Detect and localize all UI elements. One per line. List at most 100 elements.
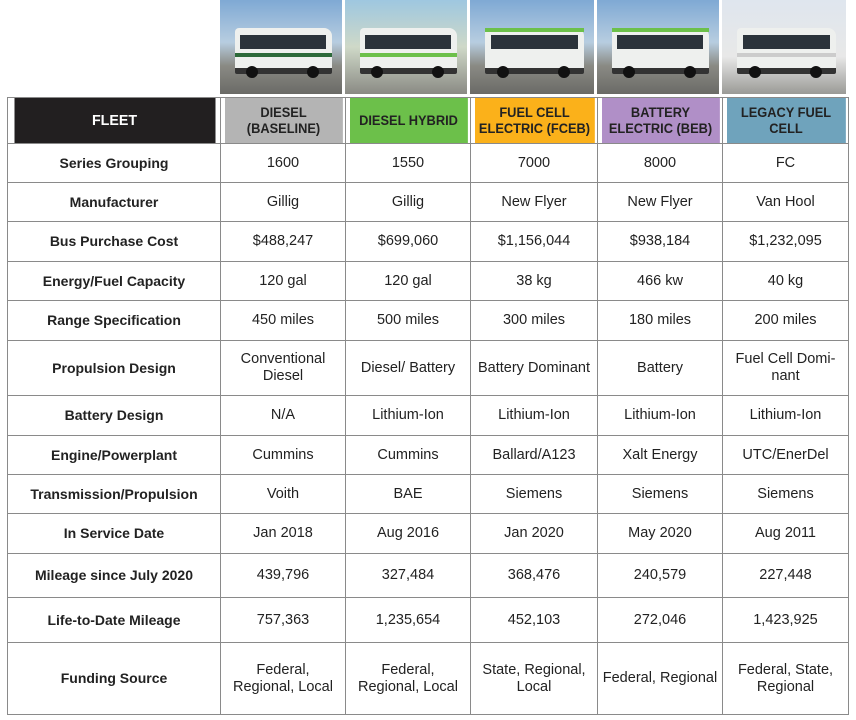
row-label: Series Grouping — [7, 143, 221, 183]
column-header: BATTERY ELECTRIC (BEB) — [600, 97, 720, 144]
table-cell: Xalt Energy — [597, 435, 723, 475]
table-cell: 500 miles — [345, 300, 471, 341]
table-row: Bus Purchase Cost $488,247 $699,060 $1,156,… — [7, 221, 849, 262]
table-cell: Aug 2016 — [345, 513, 471, 554]
column-header: DIESEL (BASELINE) — [223, 97, 343, 144]
table-row: Funding Source Federal, Regional, Local Fe… — [7, 642, 849, 715]
table-cell: Federal, Regional — [597, 642, 723, 715]
table-row: Engine/Powerplant Cummins Cummins Ballard/A… — [7, 435, 849, 475]
table-cell: Aug 2011 — [722, 513, 849, 554]
table-cell: Ballard/A123 — [470, 435, 598, 475]
table-cell: 272,046 — [597, 597, 723, 643]
fleet-comparison-table: FLEET DIESEL (BASELINE) DIESEL HYBRID FUEL … — [7, 97, 849, 715]
table-cell: 327,484 — [345, 553, 471, 598]
table-cell: 38 kg — [470, 261, 598, 301]
table-cell: 439,796 — [220, 553, 346, 598]
column-header: DIESEL HYBRID — [348, 97, 468, 144]
table-cell: Lithium-Ion — [470, 395, 598, 436]
table-cell: UTC/EnerDel — [722, 435, 849, 475]
row-label: Funding Source — [7, 642, 221, 715]
row-label: Bus Purchase Cost — [7, 221, 221, 262]
table-cell: 8000 — [597, 143, 723, 183]
row-label: Propulsion Design — [7, 340, 221, 396]
row-label: Battery Design — [7, 395, 221, 436]
table-cell: Voith — [220, 474, 346, 514]
bus-photo-hybrid — [345, 0, 467, 94]
table-row: Series Grouping 1600 1550 7000 8000 FC — [7, 143, 849, 183]
table-cell: Diesel/ Battery — [345, 340, 471, 396]
table-row: Manufacturer Gillig Gillig New Flyer New Fly… — [7, 182, 849, 222]
row-label: Transmission/Propulsion — [7, 474, 221, 514]
table-row: Mileage since July 2020 439,796 327,484 368… — [7, 553, 849, 598]
row-label: Mileage since July 2020 — [7, 553, 221, 598]
table-cell: $488,247 — [220, 221, 346, 262]
table-cell: Battery — [597, 340, 723, 396]
table-cell: Battery Dominant — [470, 340, 598, 396]
fleet-header: FLEET — [12, 97, 216, 144]
table-cell: 300 miles — [470, 300, 598, 341]
bus-photo-legacy — [722, 0, 846, 94]
table-row: Propulsion Design Conventional Diesel Dies… — [7, 340, 849, 396]
table-cell: Lithium-Ion — [345, 395, 471, 436]
table-row: Battery Design N/A Lithium-Ion Lithium-Ion L… — [7, 395, 849, 436]
table-cell: Siemens — [722, 474, 849, 514]
table-cell: BAE — [345, 474, 471, 514]
table-cell: $1,156,044 — [470, 221, 598, 262]
table-cell: FC — [722, 143, 849, 183]
table-cell: 240,579 — [597, 553, 723, 598]
table-cell: Siemens — [597, 474, 723, 514]
table-cell: Cummins — [220, 435, 346, 475]
table-cell: Lithium-Ion — [597, 395, 723, 436]
table-cell: 200 miles — [722, 300, 849, 341]
table-cell: $938,184 — [597, 221, 723, 262]
table-cell: Gillig — [220, 182, 346, 222]
table-cell: Jan 2018 — [220, 513, 346, 554]
row-label: In Service Date — [7, 513, 221, 554]
table-cell: N/A — [220, 395, 346, 436]
table-cell: Cummins — [345, 435, 471, 475]
table-cell: 7000 — [470, 143, 598, 183]
column-header: FUEL CELL ELECTRIC (FCEB) — [473, 97, 595, 144]
row-label: Life-to-Date Mileage — [7, 597, 221, 643]
row-label: Energy/Fuel Capacity — [7, 261, 221, 301]
column-header: LEGACY FUEL CELL — [725, 97, 846, 144]
table-cell: Federal, Regional, Local — [345, 642, 471, 715]
table-cell: 450 miles — [220, 300, 346, 341]
table-cell: 466 kw — [597, 261, 723, 301]
table-cell: 368,476 — [470, 553, 598, 598]
table-cell: Federal, Regional, Local — [220, 642, 346, 715]
table-cell: Fuel Cell Domi-nant — [722, 340, 849, 396]
table-cell: New Flyer — [597, 182, 723, 222]
table-cell: Siemens — [470, 474, 598, 514]
table-cell: Federal, State, Regional — [722, 642, 849, 715]
table-cell: Jan 2020 — [470, 513, 598, 554]
row-label: Range Specification — [7, 300, 221, 341]
table-cell: 757,363 — [220, 597, 346, 643]
table-cell: May 2020 — [597, 513, 723, 554]
table-cell: Van Hool — [722, 182, 849, 222]
table-row: Range Specification 450 miles 500 miles 300… — [7, 300, 849, 341]
bus-photo-fceb — [470, 0, 594, 94]
table-cell: Conventional Diesel — [220, 340, 346, 396]
table-cell: 1,423,925 — [722, 597, 849, 643]
bus-photo-beb — [597, 0, 719, 94]
table-cell: Gillig — [345, 182, 471, 222]
bus-photos — [220, 0, 849, 94]
table-row: Energy/Fuel Capacity 120 gal 120 gal 38 kg 4… — [7, 261, 849, 301]
table-cell: New Flyer — [470, 182, 598, 222]
table-cell: $1,232,095 — [722, 221, 849, 262]
table-row: Life-to-Date Mileage 757,363 1,235,654 452,… — [7, 597, 849, 643]
table-cell: 1,235,654 — [345, 597, 471, 643]
table-cell: 120 gal — [345, 261, 471, 301]
table-cell: 227,448 — [722, 553, 849, 598]
table-cell: 180 miles — [597, 300, 723, 341]
row-label: Manufacturer — [7, 182, 221, 222]
table-row: In Service Date Jan 2018 Aug 2016 Jan 2020 M… — [7, 513, 849, 554]
table-cell: $699,060 — [345, 221, 471, 262]
table-cell: Lithium-Ion — [722, 395, 849, 436]
table-row: Transmission/Propulsion Voith BAE Siemens Si… — [7, 474, 849, 514]
bus-photo-diesel — [220, 0, 342, 94]
table-cell: 40 kg — [722, 261, 849, 301]
table-cell: 1550 — [345, 143, 471, 183]
table-cell: 1600 — [220, 143, 346, 183]
